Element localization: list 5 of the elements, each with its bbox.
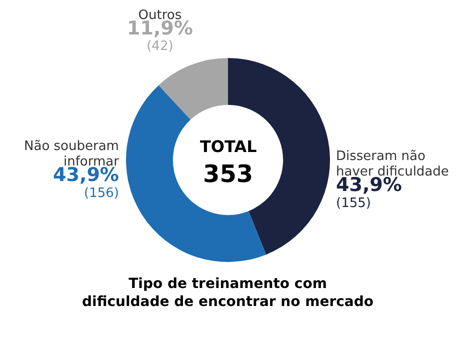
donut-slice [158, 58, 228, 120]
text: 353 [203, 160, 254, 188]
text: TOTAL [200, 137, 257, 156]
text: Tipo de treinamento com dificuldade de encontrar no mercado [82, 276, 374, 310]
donut-slice [126, 85, 266, 262]
